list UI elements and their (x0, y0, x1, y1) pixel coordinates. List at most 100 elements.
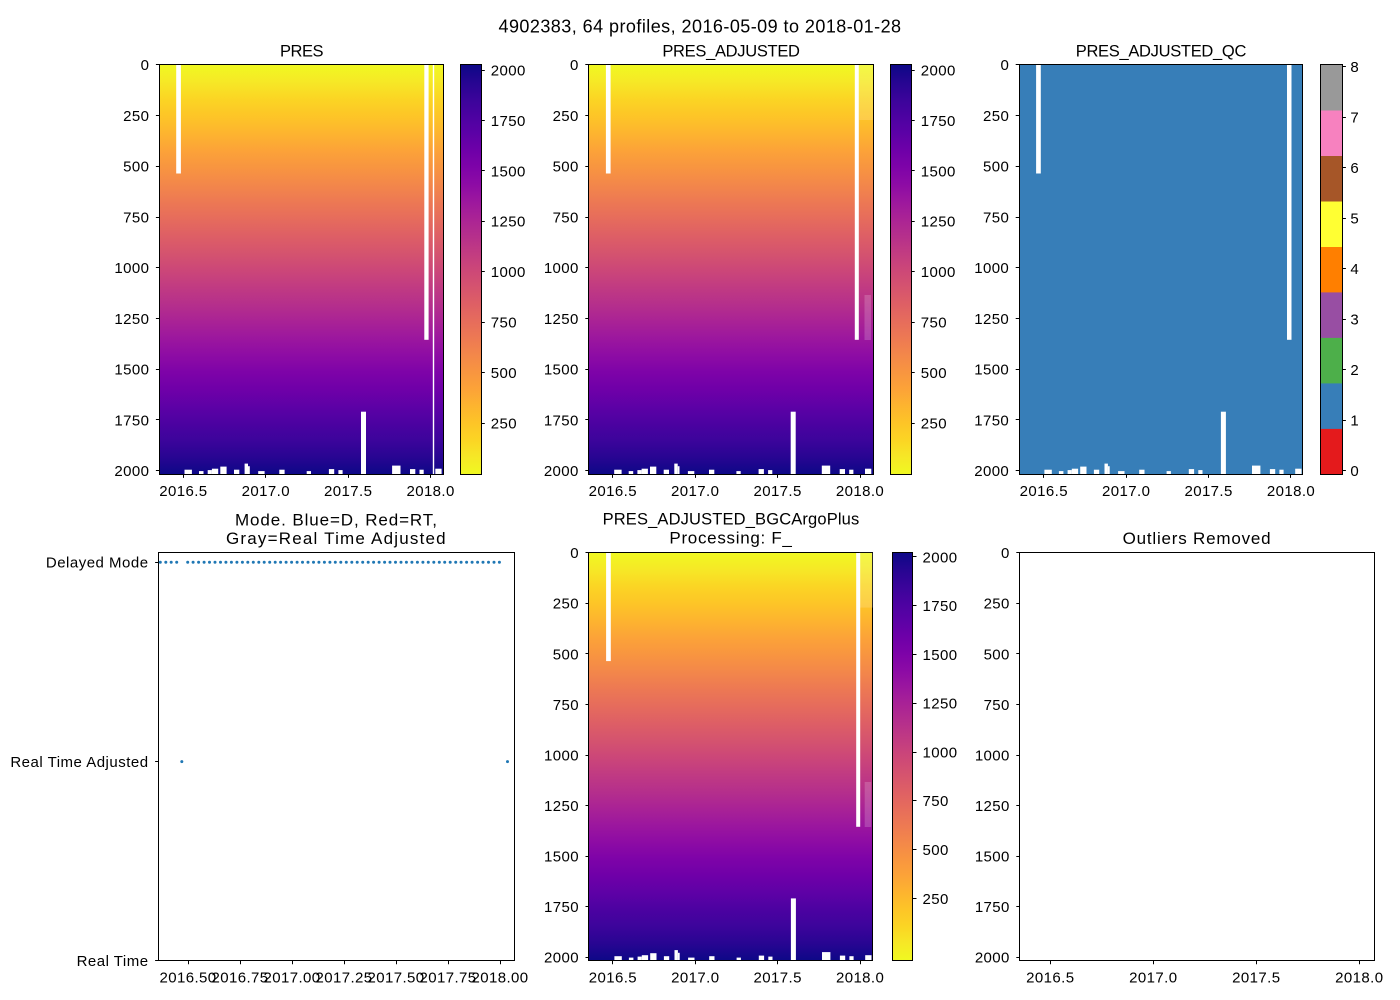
svg-text:2017.5: 2017.5 (1232, 970, 1280, 987)
svg-text:4902383, 64 profiles, 2016-05-: 4902383, 64 profiles, 2016-05-09 to 2018… (499, 16, 902, 36)
svg-text:2016.5: 2016.5 (159, 483, 207, 500)
svg-text:1250: 1250 (114, 311, 149, 328)
svg-text:1250: 1250 (974, 311, 1009, 328)
svg-text:1750: 1750 (544, 899, 579, 916)
svg-text:2018.0: 2018.0 (1267, 483, 1315, 500)
svg-text:1500: 1500 (974, 362, 1009, 379)
svg-text:Outliers Removed: Outliers Removed (1123, 529, 1272, 548)
svg-text:750: 750 (923, 793, 949, 810)
svg-text:2018.0: 2018.0 (836, 970, 884, 987)
svg-text:1750: 1750 (544, 412, 579, 429)
svg-text:250: 250 (984, 596, 1010, 613)
svg-text:7: 7 (1350, 110, 1359, 127)
svg-text:Gray=Real Time Adjusted: Gray=Real Time Adjusted (226, 529, 447, 548)
svg-text:2000: 2000 (975, 950, 1010, 967)
svg-text:6: 6 (1350, 160, 1359, 177)
svg-text:2018.0: 2018.0 (836, 483, 884, 500)
svg-text:1000: 1000 (921, 264, 956, 281)
svg-text:750: 750 (984, 697, 1010, 714)
svg-text:1000: 1000 (975, 747, 1010, 764)
svg-text:1500: 1500 (491, 163, 526, 180)
svg-text:1500: 1500 (544, 848, 579, 865)
svg-text:750: 750 (123, 209, 149, 226)
svg-text:500: 500 (491, 365, 517, 382)
svg-text:750: 750 (491, 315, 517, 332)
svg-text:2017.5: 2017.5 (753, 483, 801, 500)
svg-text:2016.5: 2016.5 (589, 483, 637, 500)
svg-text:0: 0 (1001, 545, 1010, 562)
svg-text:250: 250 (123, 108, 149, 125)
svg-text:1500: 1500 (114, 362, 149, 379)
svg-text:250: 250 (491, 416, 517, 433)
svg-text:500: 500 (923, 842, 949, 859)
svg-text:750: 750 (553, 209, 579, 226)
svg-text:1000: 1000 (491, 264, 526, 281)
svg-text:2018.0: 2018.0 (1335, 970, 1383, 987)
svg-text:500: 500 (123, 159, 149, 176)
svg-text:500: 500 (984, 646, 1010, 663)
svg-text:2017.5: 2017.5 (754, 970, 802, 987)
svg-text:2016.5: 2016.5 (589, 970, 637, 987)
svg-text:2017.50: 2017.50 (367, 970, 424, 987)
svg-text:2000: 2000 (544, 463, 579, 480)
svg-text:750: 750 (553, 697, 579, 714)
svg-text:1500: 1500 (923, 647, 958, 664)
svg-text:2018.00: 2018.00 (471, 970, 528, 987)
svg-text:Real Time Adjusted: Real Time Adjusted (10, 754, 148, 771)
svg-text:1500: 1500 (921, 163, 956, 180)
svg-text:500: 500 (921, 365, 947, 382)
svg-text:1750: 1750 (974, 412, 1009, 429)
svg-text:0: 0 (141, 57, 150, 74)
svg-text:500: 500 (983, 159, 1009, 176)
svg-text:2000: 2000 (491, 62, 526, 79)
svg-text:1250: 1250 (921, 214, 956, 231)
svg-text:2016.50: 2016.50 (159, 970, 216, 987)
svg-text:250: 250 (983, 108, 1009, 125)
svg-text:2017.0: 2017.0 (671, 970, 719, 987)
svg-text:500: 500 (553, 159, 579, 176)
svg-text:PRES: PRES (280, 43, 323, 61)
svg-text:250: 250 (553, 596, 579, 613)
svg-text:PRES_ADJUSTED: PRES_ADJUSTED (662, 43, 800, 61)
svg-text:2017.0: 2017.0 (1129, 970, 1177, 987)
svg-text:750: 750 (921, 315, 947, 332)
svg-text:1000: 1000 (544, 747, 579, 764)
svg-text:1000: 1000 (974, 260, 1009, 277)
svg-text:1: 1 (1350, 413, 1359, 430)
svg-text:2018.0: 2018.0 (406, 483, 454, 500)
svg-text:2000: 2000 (544, 950, 579, 967)
svg-text:1000: 1000 (114, 260, 149, 277)
svg-text:2000: 2000 (114, 463, 149, 480)
svg-text:PRES_ADJUSTED_BGCArgoPlus: PRES_ADJUSTED_BGCArgoPlus (603, 511, 860, 529)
svg-text:2016.5: 2016.5 (1020, 483, 1068, 500)
svg-text:250: 250 (553, 108, 579, 125)
svg-text:8: 8 (1350, 59, 1359, 76)
svg-text:5: 5 (1350, 211, 1359, 228)
svg-text:1000: 1000 (544, 260, 579, 277)
svg-text:2000: 2000 (921, 62, 956, 79)
svg-text:PRES_ADJUSTED_QC: PRES_ADJUSTED_QC (1076, 43, 1247, 61)
svg-text:0: 0 (1000, 57, 1009, 74)
svg-text:500: 500 (553, 646, 579, 663)
svg-text:1250: 1250 (923, 696, 958, 713)
svg-text:1000: 1000 (923, 745, 958, 762)
svg-text:1500: 1500 (975, 848, 1010, 865)
svg-text:250: 250 (921, 416, 947, 433)
svg-text:250: 250 (923, 891, 949, 908)
svg-text:2017.0: 2017.0 (671, 483, 719, 500)
svg-text:1250: 1250 (544, 798, 579, 815)
svg-text:Delayed Mode: Delayed Mode (46, 555, 149, 572)
svg-text:0: 0 (570, 545, 579, 562)
svg-text:2017.0: 2017.0 (1102, 483, 1150, 500)
svg-text:2017.00: 2017.00 (263, 970, 320, 987)
svg-text:0: 0 (570, 57, 579, 74)
svg-text:4: 4 (1350, 261, 1359, 278)
svg-text:2017.5: 2017.5 (1184, 483, 1232, 500)
svg-text:3: 3 (1350, 312, 1359, 329)
svg-text:1250: 1250 (491, 214, 526, 231)
svg-text:Processing: F_: Processing: F_ (669, 529, 792, 548)
svg-text:2017.75: 2017.75 (419, 970, 476, 987)
svg-text:Mode. Blue=D, Red=RT,: Mode. Blue=D, Red=RT, (235, 511, 438, 530)
svg-text:2017.25: 2017.25 (315, 970, 372, 987)
svg-text:0: 0 (1350, 463, 1359, 480)
